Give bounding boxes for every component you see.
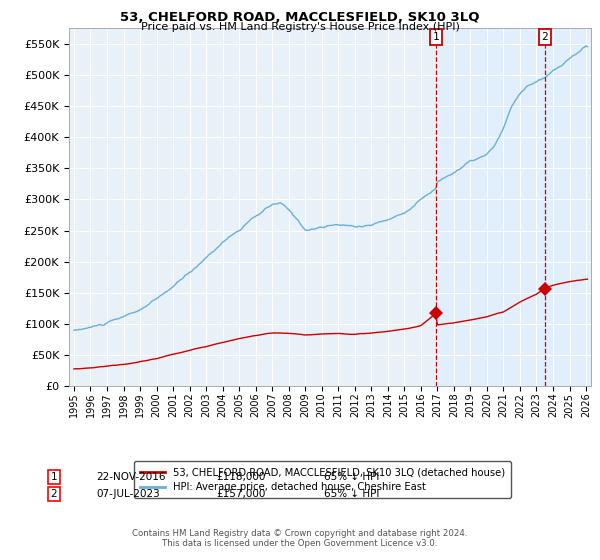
Text: 22-NOV-2016: 22-NOV-2016 [96,472,166,482]
Text: 2: 2 [50,489,58,499]
Text: 07-JUL-2023: 07-JUL-2023 [96,489,160,499]
Text: Contains HM Land Registry data © Crown copyright and database right 2024.: Contains HM Land Registry data © Crown c… [132,529,468,538]
Bar [436,28,591,386]
Text: 1: 1 [50,472,58,482]
Text: Price paid vs. HM Land Registry's House Price Index (HPI): Price paid vs. HM Land Registry's House … [140,22,460,32]
Text: £118,000: £118,000 [216,472,265,482]
Text: 2: 2 [541,32,548,42]
Legend: 53, CHELFORD ROAD, MACCLESFIELD, SK10 3LQ (detached house), HPI: Average price, : 53, CHELFORD ROAD, MACCLESFIELD, SK10 3L… [134,461,511,498]
Text: This data is licensed under the Open Government Licence v3.0.: This data is licensed under the Open Gov… [163,539,437,548]
Text: 1: 1 [433,32,439,42]
Text: 65% ↓ HPI: 65% ↓ HPI [324,489,379,499]
Text: 65% ↓ HPI: 65% ↓ HPI [324,472,379,482]
Text: 53, CHELFORD ROAD, MACCLESFIELD, SK10 3LQ: 53, CHELFORD ROAD, MACCLESFIELD, SK10 3L… [120,11,480,24]
Text: £157,000: £157,000 [216,489,265,499]
